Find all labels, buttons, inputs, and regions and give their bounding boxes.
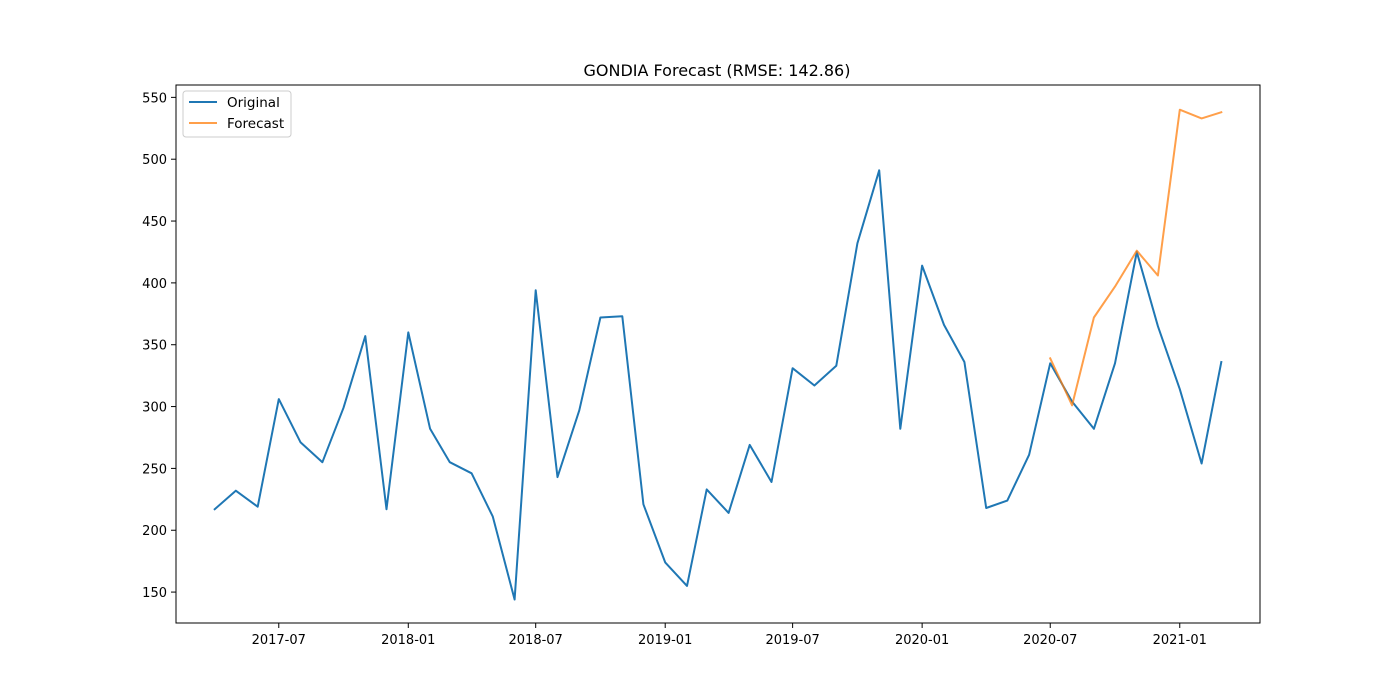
legend-original-label: Original	[227, 95, 280, 111]
series-line-forecast	[1048, 108, 1223, 407]
y-tick-label: 350	[142, 339, 167, 354]
legend: Original Forecast	[182, 90, 292, 138]
y-tick-label: 200	[142, 524, 167, 539]
plot-frame	[175, 84, 1261, 624]
y-tick-label: 150	[142, 586, 167, 601]
x-tick-label: 2019-07	[765, 633, 819, 648]
y-tick-label: 500	[142, 153, 167, 168]
legend-forecast-label: Forecast	[227, 116, 284, 132]
x-tick-label: 2017-07	[252, 633, 306, 648]
x-tick-label: 2019-01	[638, 633, 692, 648]
chart-title: GONDIA Forecast (RMSE: 142.86)	[584, 61, 851, 80]
x-axis: 2017-07 2018-01 2018-07 2019-01 2019-07 2020-…	[252, 623, 1207, 648]
x-tick-label: 2021-01	[1153, 633, 1207, 648]
series-line-original	[213, 169, 1223, 601]
x-tick-label: 2018-07	[509, 633, 563, 648]
series-layer	[213, 108, 1223, 601]
y-tick-label: 250	[142, 462, 167, 477]
x-tick-label: 2018-01	[381, 633, 435, 648]
x-tick-label: 2020-07	[1023, 633, 1077, 648]
y-axis: 150 200 250 300 350 400 450 500 550	[142, 91, 176, 601]
y-tick-label: 300	[142, 401, 167, 416]
y-tick-label: 550	[142, 91, 167, 106]
y-tick-label: 400	[142, 277, 167, 292]
y-tick-label: 450	[142, 215, 167, 230]
x-tick-label: 2020-01	[895, 633, 949, 648]
